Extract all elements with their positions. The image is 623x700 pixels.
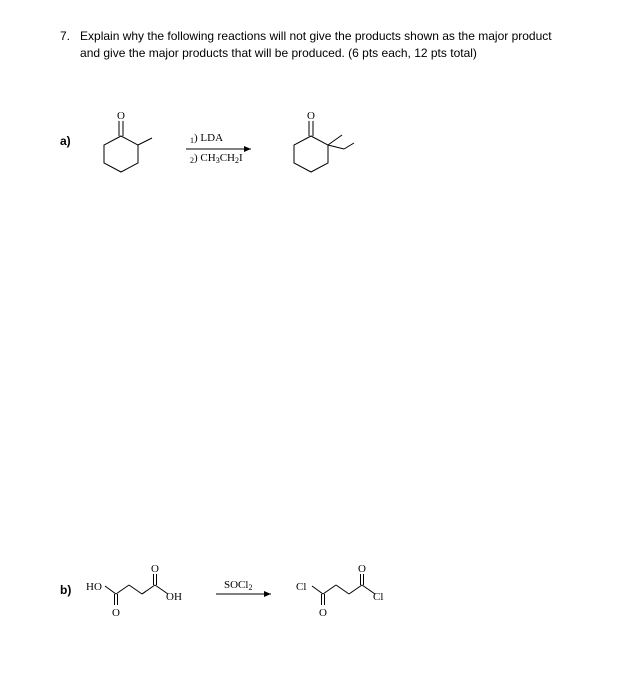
question-number: 7. <box>60 28 70 63</box>
svg-text:OH: OH <box>166 591 182 603</box>
part-a-reaction: O 1) LDA 2) CH3CH2I O <box>86 101 416 181</box>
svg-text:Cl: Cl <box>373 591 383 603</box>
svg-text:O: O <box>358 563 366 575</box>
svg-text:O: O <box>117 110 125 122</box>
reagent-b: SOCl2 <box>224 579 252 592</box>
svg-text:O: O <box>319 607 327 619</box>
svg-text:HO: HO <box>86 581 102 593</box>
svg-text:O: O <box>112 607 120 619</box>
reagent-a-bottom: 2) CH3CH2I <box>190 152 243 165</box>
reagent-a-top: 1) LDA <box>190 132 223 145</box>
svg-text:O: O <box>151 563 159 575</box>
svg-text:Cl: Cl <box>296 581 306 593</box>
question-header: 7. Explain why the following reactions w… <box>60 28 563 63</box>
svg-text:O: O <box>307 110 315 122</box>
part-b-reaction: HO O O HO O <box>86 555 466 625</box>
question-prompt: Explain why the following reactions will… <box>80 28 563 63</box>
part-b-row: b) HO O O HO <box>60 555 466 625</box>
part-b-label: b) <box>60 583 78 597</box>
part-a-row: a) O 1) LDA 2) CH3CH2I O <box>60 101 563 181</box>
part-a-label: a) <box>60 134 78 148</box>
